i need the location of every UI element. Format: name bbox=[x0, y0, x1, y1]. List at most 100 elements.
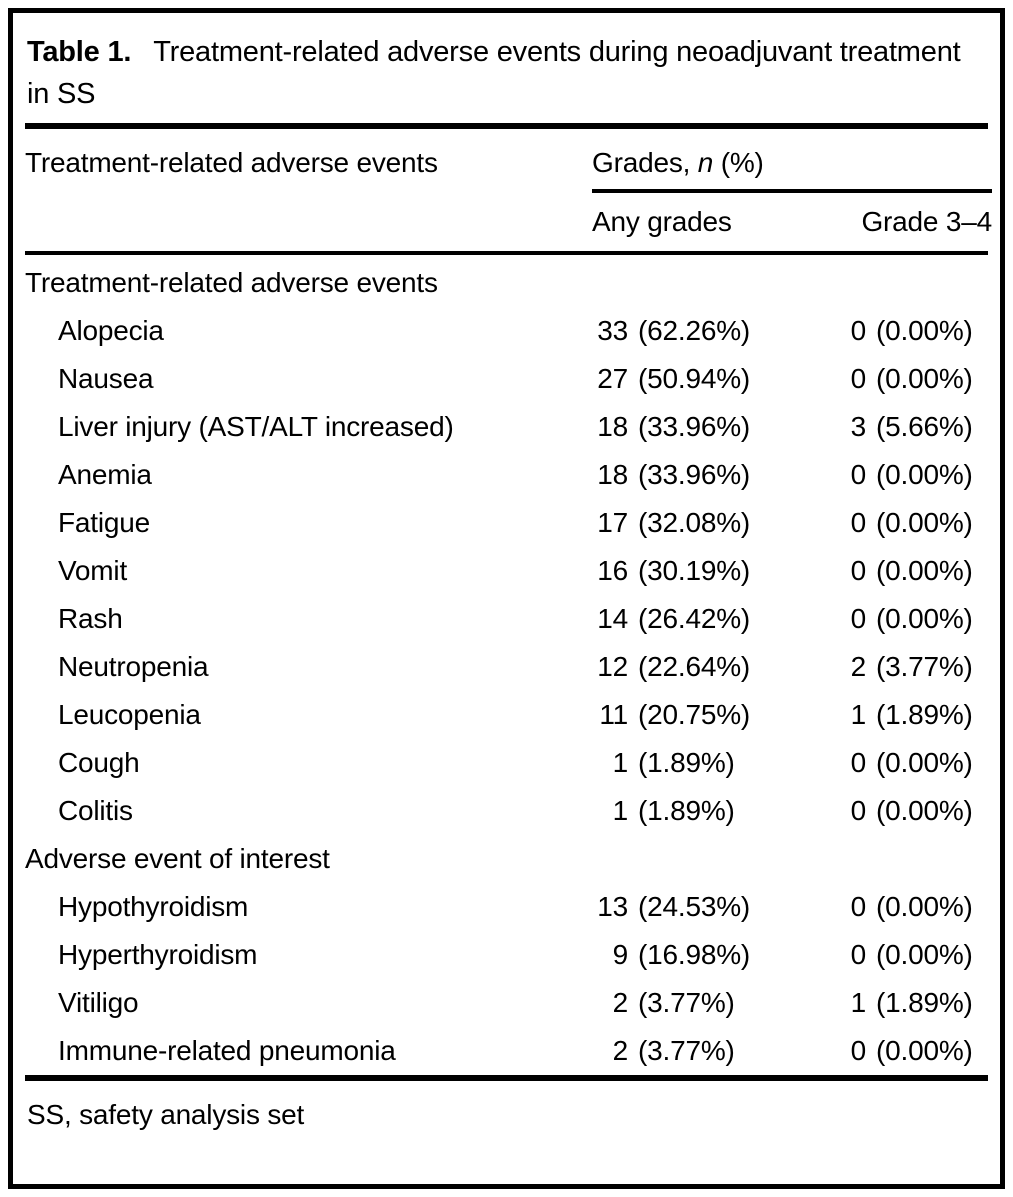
grade-3-4-percent: (0.00%) bbox=[876, 363, 973, 395]
grade-3-4-value: 1 (1.89%) bbox=[822, 987, 992, 1019]
any-grades-percent: (16.98%) bbox=[638, 939, 751, 971]
any-grades-percent: (3.77%) bbox=[638, 987, 735, 1019]
grade-3-4-count: 0 bbox=[850, 315, 867, 347]
any-grades-value: 14 (26.42%) bbox=[592, 603, 822, 635]
grades-spanner-rule bbox=[592, 189, 992, 194]
grade-3-4-value: 0 (0.00%) bbox=[822, 507, 992, 539]
grade-3-4-value: 0 (0.00%) bbox=[822, 315, 992, 347]
table-body: Treatment-related adverse events Alopeci… bbox=[25, 255, 988, 1075]
grade-3-4-percent: (0.00%) bbox=[876, 507, 973, 539]
table-row: Vitiligo 2 (3.77%) 1 (1.89%) bbox=[25, 979, 988, 1027]
grade-3-4-value: 0 (0.00%) bbox=[822, 555, 992, 587]
grades-header-prefix: Grades, bbox=[592, 147, 698, 179]
table-title: Treatment-related adverse events during … bbox=[27, 36, 961, 111]
grade-3-4-count: 1 bbox=[850, 987, 867, 1019]
section-header: Treatment-related adverse events bbox=[25, 267, 438, 299]
grade-3-4-count: 3 bbox=[850, 411, 867, 443]
adverse-event-name: Vomit bbox=[58, 555, 128, 587]
table-figure: Table 1. Treatment-related adverse events… bbox=[8, 8, 1005, 1189]
any-grades-value: 9 (16.98%) bbox=[592, 939, 822, 971]
any-grades-percent: (1.89%) bbox=[638, 795, 735, 827]
grade-3-4-value: 0 (0.00%) bbox=[822, 891, 992, 923]
adverse-event-name: Leucopenia bbox=[58, 699, 201, 731]
any-grades-percent: (3.77%) bbox=[638, 1035, 735, 1067]
any-grades-percent: (30.19%) bbox=[638, 555, 751, 587]
any-grades-percent: (20.75%) bbox=[638, 699, 751, 731]
adverse-event-name: Rash bbox=[58, 603, 123, 635]
any-grades-count: 1 bbox=[612, 747, 629, 779]
any-grades-value: 2 (3.77%) bbox=[592, 987, 822, 1019]
any-grades-percent: (26.42%) bbox=[638, 603, 751, 635]
any-grades-count: 18 bbox=[597, 411, 628, 443]
any-grades-count: 13 bbox=[597, 891, 628, 923]
grade-3-4-count: 0 bbox=[850, 363, 867, 395]
any-grades-value: 2 (3.77%) bbox=[592, 1035, 822, 1067]
stub-column-header: Treatment-related adverse events bbox=[25, 147, 438, 179]
table-row: Colitis 1 (1.89%) 0 (0.00%) bbox=[25, 787, 988, 835]
table-row: Anemia 18 (33.96%) 0 (0.00%) bbox=[25, 451, 988, 499]
grade-3-4-percent: (0.00%) bbox=[876, 795, 973, 827]
grade-3-4-count: 0 bbox=[850, 1035, 867, 1067]
any-grades-value: 16 (30.19%) bbox=[592, 555, 822, 587]
grade-3-4-value: 0 (0.00%) bbox=[822, 459, 992, 491]
grade-3-4-count: 0 bbox=[850, 507, 867, 539]
grade-3-4-value: 0 (0.00%) bbox=[822, 795, 992, 827]
any-grades-percent: (62.26%) bbox=[638, 315, 751, 347]
adverse-event-name: Nausea bbox=[58, 363, 154, 395]
grade-3-4-percent: (0.00%) bbox=[876, 459, 973, 491]
grade-3-4-value: 0 (0.00%) bbox=[822, 1035, 992, 1067]
any-grades-count: 9 bbox=[612, 939, 629, 971]
any-grades-value: 18 (33.96%) bbox=[592, 411, 822, 443]
any-grades-count: 1 bbox=[612, 795, 629, 827]
table-row: Leucopenia 11 (20.75%) 1 (1.89%) bbox=[25, 691, 988, 739]
grade-3-4-percent: (3.77%) bbox=[876, 651, 973, 683]
any-grades-percent: (1.89%) bbox=[638, 747, 735, 779]
table-row: Nausea 27 (50.94%) 0 (0.00%) bbox=[25, 355, 988, 403]
grade-3-4-percent: (0.00%) bbox=[876, 747, 973, 779]
adverse-event-name: Liver injury (AST/ALT increased) bbox=[58, 411, 454, 443]
adverse-event-name: Cough bbox=[58, 747, 140, 779]
grades-header-suffix: (%) bbox=[713, 147, 764, 179]
any-grades-count: 12 bbox=[597, 651, 628, 683]
any-grades-percent: (32.08%) bbox=[638, 507, 751, 539]
grade-3-4-percent: (1.89%) bbox=[876, 699, 973, 731]
any-grades-count: 2 bbox=[612, 987, 629, 1019]
grade-3-4-percent: (0.00%) bbox=[876, 555, 973, 587]
grade-3-4-count: 0 bbox=[850, 555, 867, 587]
adverse-event-name: Alopecia bbox=[58, 315, 164, 347]
any-grades-value: 17 (32.08%) bbox=[592, 507, 822, 539]
grade-3-4-value: 0 (0.00%) bbox=[822, 747, 992, 779]
any-grades-value: 11 (20.75%) bbox=[592, 699, 822, 731]
any-grades-value: 18 (33.96%) bbox=[592, 459, 822, 491]
grade-3-4-percent: (5.66%) bbox=[876, 411, 973, 443]
adverse-event-name: Vitiligo bbox=[58, 987, 139, 1019]
table-header: Treatment-related adverse events Grades,… bbox=[25, 129, 992, 251]
table-number-label: Table 1. bbox=[27, 36, 132, 68]
any-grades-count: 33 bbox=[597, 315, 628, 347]
grade-3-4-count: 1 bbox=[850, 699, 867, 731]
grade-3-4-count: 0 bbox=[850, 891, 867, 923]
top-rule bbox=[25, 123, 988, 130]
adverse-event-name: Hypothyroidism bbox=[58, 891, 249, 923]
grade-3-4-count: 0 bbox=[850, 939, 867, 971]
table-footnote: SS, safety analysis set bbox=[27, 1099, 305, 1131]
grade-3-4-value: 0 (0.00%) bbox=[822, 603, 992, 635]
table-row: Immune-related pneumonia 2 (3.77%) 0 (0.… bbox=[25, 1027, 988, 1075]
grade-3-4-count: 0 bbox=[850, 459, 867, 491]
adverse-event-name: Colitis bbox=[58, 795, 133, 827]
any-grades-count: 2 bbox=[612, 1035, 629, 1067]
adverse-event-name: Hyperthyroidism bbox=[58, 939, 258, 971]
grade-subheaders: Any grades Grade 3–4 bbox=[592, 193, 992, 251]
grade-3-4-value: 3 (5.66%) bbox=[822, 411, 992, 443]
adverse-event-name: Fatigue bbox=[58, 507, 150, 539]
table-caption: Table 1. Treatment-related adverse events… bbox=[25, 23, 988, 123]
grade-3-4-value: 2 (3.77%) bbox=[822, 651, 992, 683]
any-grades-count: 16 bbox=[597, 555, 628, 587]
any-grades-value: 1 (1.89%) bbox=[592, 795, 822, 827]
table-row: Alopecia 33 (62.26%) 0 (0.00%) bbox=[25, 307, 988, 355]
grades-spanner-header: Grades, n (%) bbox=[592, 129, 992, 189]
grade-3-4-count: 0 bbox=[850, 747, 867, 779]
bottom-rule bbox=[25, 1075, 988, 1082]
any-grades-percent: (22.64%) bbox=[638, 651, 751, 683]
